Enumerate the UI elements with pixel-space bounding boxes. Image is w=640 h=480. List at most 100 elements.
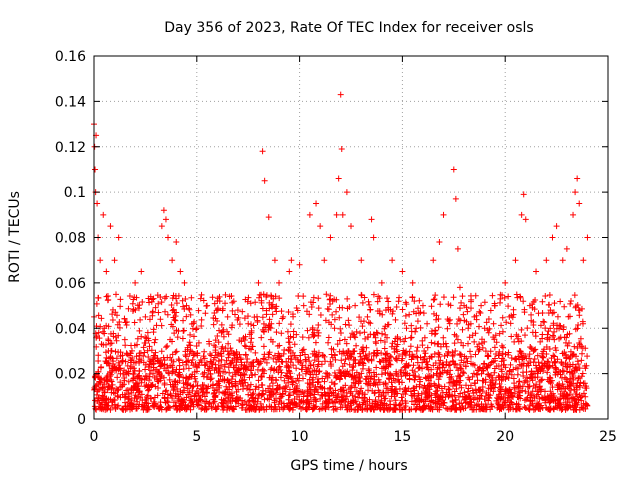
data-point: [306, 381, 313, 388]
data-point: [148, 347, 155, 354]
data-point: [424, 320, 431, 327]
data-point: [315, 305, 322, 312]
data-point: [497, 385, 504, 392]
data-point: [367, 331, 374, 338]
data-point: [190, 401, 197, 408]
data-point: [434, 341, 441, 348]
data-point: [553, 347, 560, 354]
data-point: [285, 346, 292, 353]
data-point: [155, 405, 162, 412]
data-point: [471, 338, 478, 345]
data-point: [296, 261, 303, 268]
data-point: [435, 393, 442, 400]
data-point: [177, 391, 184, 398]
data-point: [365, 357, 372, 364]
data-point: [506, 386, 513, 393]
data-point: [494, 394, 501, 401]
data-point: [340, 384, 347, 391]
data-point: [228, 359, 235, 366]
data-point: [532, 384, 539, 391]
data-point: [185, 357, 192, 364]
data-point: [149, 296, 156, 303]
data-point: [382, 351, 389, 358]
data-point: [288, 399, 295, 406]
data-point: [150, 398, 157, 405]
data-point: [171, 378, 178, 385]
data-point: [198, 316, 205, 323]
data-point: [325, 339, 332, 346]
data-point: [353, 388, 360, 395]
data-point: [236, 337, 243, 344]
data-point: [532, 362, 539, 369]
data-point: [512, 355, 519, 362]
data-point: [163, 387, 170, 394]
data-point: [135, 383, 142, 390]
data-point: [388, 387, 395, 394]
data-point: [492, 381, 499, 388]
data-point: [566, 391, 573, 398]
data-point: [561, 303, 568, 310]
data-point: [364, 398, 371, 405]
data-point: [237, 381, 244, 388]
data-point: [115, 366, 122, 373]
data-point: [576, 312, 583, 319]
data-point: [147, 293, 154, 300]
data-point: [488, 359, 495, 366]
data-point: [131, 319, 138, 326]
data-point: [209, 294, 216, 301]
data-point: [155, 378, 162, 385]
data-point: [459, 369, 466, 376]
data-point: [254, 366, 261, 373]
data-point: [322, 358, 329, 365]
data-point: [104, 297, 111, 304]
data-point: [545, 359, 552, 366]
data-point: [252, 371, 259, 378]
data-point: [416, 383, 423, 390]
data-point: [496, 352, 503, 359]
x-tick-label: 5: [192, 429, 201, 445]
y-tick-label: 0.06: [55, 276, 86, 292]
data-point: [402, 335, 409, 342]
data-point: [441, 353, 448, 360]
data-point: [308, 303, 315, 310]
data-point: [511, 390, 518, 397]
data-point: [336, 398, 343, 405]
data-point: [497, 291, 504, 298]
data-point: [560, 383, 567, 390]
data-point: [155, 309, 162, 316]
data-point: [399, 268, 406, 275]
data-point: [198, 323, 205, 330]
data-point: [560, 326, 567, 333]
data-point: [395, 352, 402, 359]
data-point: [155, 300, 162, 307]
data-point: [247, 339, 254, 346]
data-point: [186, 306, 193, 313]
data-point: [176, 362, 183, 369]
data-point: [572, 402, 579, 409]
data-point: [432, 388, 439, 395]
data-point: [119, 406, 126, 413]
data-point: [171, 384, 178, 391]
data-point: [129, 300, 136, 307]
data-point: [170, 306, 177, 313]
data-point: [310, 394, 317, 401]
data-point: [332, 405, 339, 412]
data-point: [367, 405, 374, 412]
data-point: [424, 392, 431, 399]
data-point: [222, 395, 229, 402]
data-point: [539, 404, 546, 411]
data-point: [487, 392, 494, 399]
data-point: [233, 348, 240, 355]
data-point: [322, 397, 329, 404]
data-point: [503, 374, 510, 381]
data-point: [472, 380, 479, 387]
data-point: [276, 295, 283, 302]
data-point: [443, 369, 450, 376]
data-point: [538, 360, 545, 367]
data-point: [506, 367, 513, 374]
data-point: [99, 384, 106, 391]
data-point: [214, 352, 221, 359]
data-point: [213, 386, 220, 393]
data-point: [412, 406, 419, 413]
data-point: [525, 383, 532, 390]
